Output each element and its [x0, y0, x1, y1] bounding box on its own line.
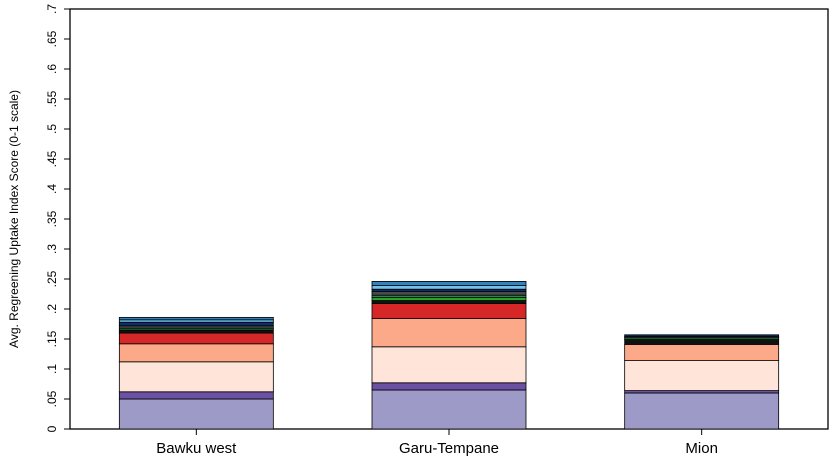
y-tick-label: .25 — [45, 270, 59, 287]
bar-segment — [371, 300, 527, 305]
x-tick-label: Mion — [685, 440, 718, 457]
bar-segment — [624, 339, 780, 345]
bar-segment — [118, 332, 274, 345]
bar-segment — [118, 343, 274, 363]
bar-segment — [624, 392, 780, 430]
bar-segment — [118, 329, 274, 334]
bar-segment — [118, 391, 274, 400]
y-tick-label: .35 — [45, 210, 59, 227]
y-tick-label: .65 — [45, 30, 59, 47]
y-tick-label: .6 — [45, 64, 59, 74]
bars — [118, 280, 780, 430]
bar-segment — [371, 346, 527, 384]
x-tick-label: Garu-Tempane — [399, 440, 499, 457]
y-tick-label: 0 — [45, 425, 59, 432]
bar-segment — [371, 291, 527, 296]
y-tick-label: .55 — [45, 90, 59, 107]
y-axis-title: Avg. Regreening Uptake Index Score (0-1 … — [7, 90, 21, 348]
y-tick-label: .4 — [45, 184, 59, 194]
bar-segment — [371, 318, 527, 348]
bar-segment — [371, 382, 527, 391]
bar-segment — [118, 321, 274, 327]
bar-stack — [371, 280, 527, 430]
bar-segment — [624, 343, 780, 361]
bar-segment — [118, 398, 274, 430]
y-tick-label: .7 — [45, 4, 59, 14]
x-axis: Bawku west Garu-Tempane Mion — [156, 429, 718, 457]
bar-segment — [371, 285, 527, 290]
x-tick-label: Bawku west — [156, 440, 237, 457]
y-axis: 0 .05 .1 .15 .2 .25 .3 .35 .4 .45 .5 .55 .6 .65 .7 — [45, 4, 70, 432]
y-tick-label: .15 — [45, 330, 59, 347]
bar-stack — [624, 334, 780, 430]
bar-segment — [118, 361, 274, 393]
y-tick-label: .2 — [45, 304, 59, 314]
y-tick-label: .1 — [45, 364, 59, 374]
bar-segment — [371, 389, 527, 430]
bar-segment — [624, 360, 780, 392]
bar-stack — [118, 316, 274, 430]
bar-segment — [624, 334, 780, 337]
bar-segment — [118, 316, 274, 321]
y-tick-label: .3 — [45, 244, 59, 254]
y-tick-label: .5 — [45, 124, 59, 134]
y-tick-label: .05 — [45, 390, 59, 407]
bar-segment — [371, 297, 527, 302]
y-tick-label: .45 — [45, 150, 59, 167]
bar-segment — [371, 303, 527, 320]
bar-segment — [371, 280, 527, 286]
